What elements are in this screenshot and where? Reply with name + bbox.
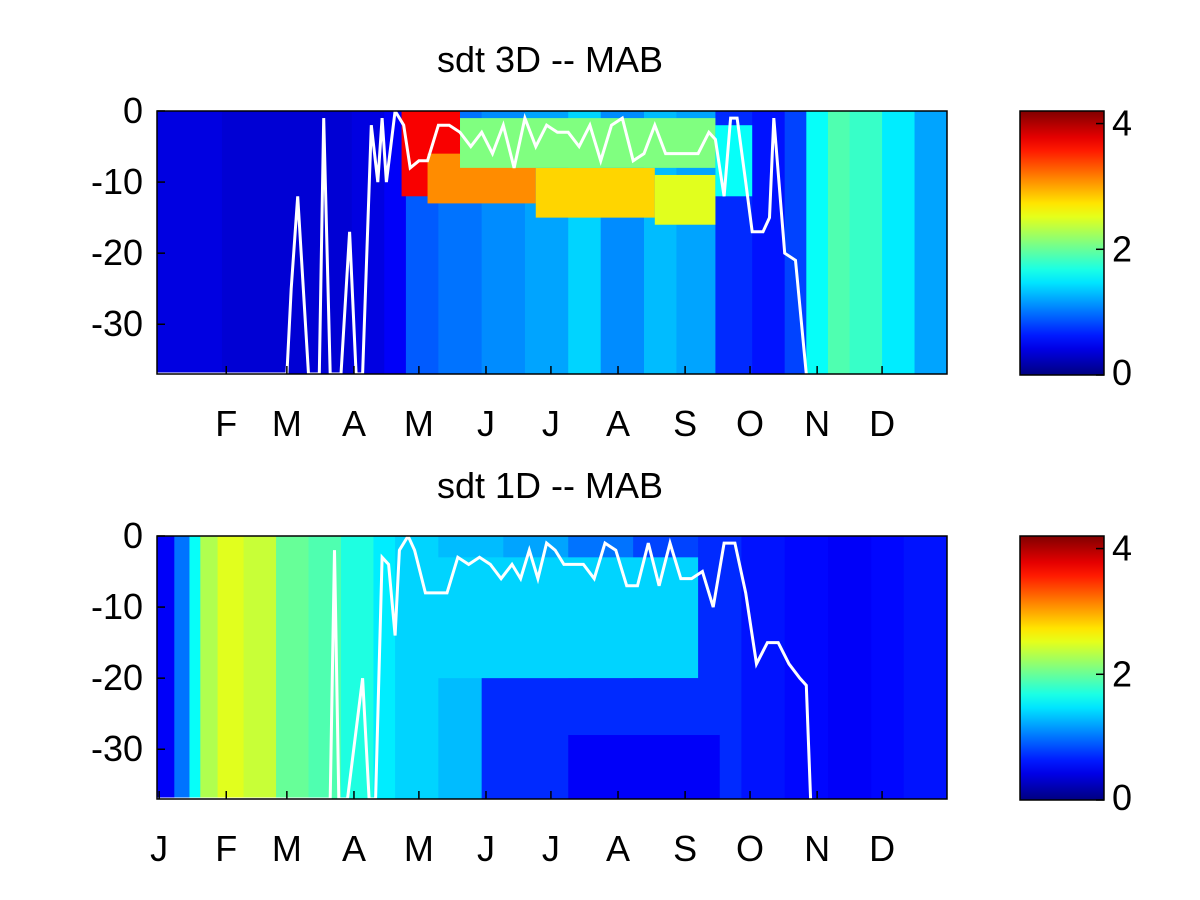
x-tick-label: O <box>736 828 764 869</box>
colorbar-scale <box>1020 536 1104 800</box>
plot-area <box>156 106 948 376</box>
axes-frame <box>156 110 948 375</box>
heatmap-cell <box>654 174 716 225</box>
heatmap-column <box>200 536 219 799</box>
colorbar-tick-label: 2 <box>1112 228 1132 269</box>
y-axis: 0 -10 -20 -30 <box>91 90 165 344</box>
heatmap-column <box>849 111 883 374</box>
heatmap-column <box>221 111 288 374</box>
x-tick-label: N <box>804 403 830 444</box>
y-tick-label: 0 <box>123 90 143 131</box>
heatmap-cell <box>568 735 720 799</box>
x-tick-label: J <box>542 403 560 444</box>
x-tick-label: S <box>673 828 697 869</box>
y-tick-label: -30 <box>91 728 143 769</box>
heatmap-column <box>189 536 201 799</box>
x-tick-label: F <box>215 403 237 444</box>
chart-title: sdt 3D -- MAB <box>437 39 663 80</box>
colorbar: 0 2 4 <box>1019 528 1132 818</box>
colorbar: 0 2 4 <box>1019 103 1132 393</box>
y-axis: 0 -10 -20 -30 <box>91 515 165 769</box>
heatmap-column <box>752 111 786 374</box>
x-tick-label: M <box>404 403 434 444</box>
heatmap-column <box>871 536 905 799</box>
x-tick-label: D <box>869 403 895 444</box>
depth-line <box>157 106 808 376</box>
x-tick-label: A <box>606 828 630 869</box>
y-tick-label: -20 <box>91 232 143 273</box>
chart-title: sdt 1D -- MAB <box>437 465 663 506</box>
x-tick-label: A <box>606 403 630 444</box>
y-tick-label: -10 <box>91 586 143 627</box>
x-tick-label: M <box>404 828 434 869</box>
heatmap-column <box>827 111 851 374</box>
heatmap-column <box>914 111 948 374</box>
y-tick-label: -30 <box>91 303 143 344</box>
heatmap-column <box>243 536 277 799</box>
colorbar-tick-label: 0 <box>1112 352 1132 393</box>
y-tick-label: -10 <box>91 161 143 202</box>
colorbar-frame <box>1019 110 1105 376</box>
heatmap-column <box>157 111 223 374</box>
colorbar-tick-label: 4 <box>1112 103 1132 144</box>
colorbar-ticks: 0 2 4 <box>1096 528 1132 818</box>
y-tick-label: -20 <box>91 657 143 698</box>
heatmap-column <box>903 536 948 799</box>
x-tick-label: A <box>342 828 366 869</box>
heatmap-cell <box>460 118 716 168</box>
colorbar-scale <box>1020 111 1104 375</box>
x-tick-label: J <box>150 828 168 869</box>
heatmap-cell <box>535 167 655 218</box>
x-tick-label: N <box>804 828 830 869</box>
colorbar-tick-label: 2 <box>1112 653 1132 694</box>
heatmap-column <box>174 536 190 799</box>
x-tick-label: J <box>477 828 495 869</box>
x-tick-label: J <box>542 828 560 869</box>
x-tick-label: D <box>869 828 895 869</box>
plot-area <box>156 532 948 801</box>
heatmap-cell <box>416 557 699 679</box>
heatmap-column <box>827 536 872 799</box>
heatmap-column <box>882 111 916 374</box>
x-tick-label: M <box>272 403 302 444</box>
colorbar-frame <box>1019 535 1105 801</box>
heatmap-column <box>217 536 245 799</box>
x-tick-label: M <box>272 828 302 869</box>
heatmap-column <box>340 536 374 799</box>
heatmap-blobs <box>416 557 720 799</box>
heatmap-column <box>384 111 407 374</box>
heatmap-column <box>741 536 786 799</box>
colorbar-tick-label: 4 <box>1112 528 1132 569</box>
x-tick-label: F <box>215 828 237 869</box>
heatmap-column <box>806 111 829 374</box>
colorbar-tick-label: 0 <box>1112 777 1132 818</box>
heatmap-column <box>157 536 175 799</box>
depth-line <box>157 532 813 801</box>
x-tick-label: J <box>477 403 495 444</box>
x-tick-label: A <box>342 403 366 444</box>
axes-frame <box>156 535 948 800</box>
x-tick-label: O <box>736 403 764 444</box>
x-tick-label: S <box>673 403 697 444</box>
heatmap-column <box>373 536 396 799</box>
y-tick-label: 0 <box>123 515 143 556</box>
heatmap-column <box>276 536 310 799</box>
colorbar-ticks: 0 2 4 <box>1096 103 1132 393</box>
